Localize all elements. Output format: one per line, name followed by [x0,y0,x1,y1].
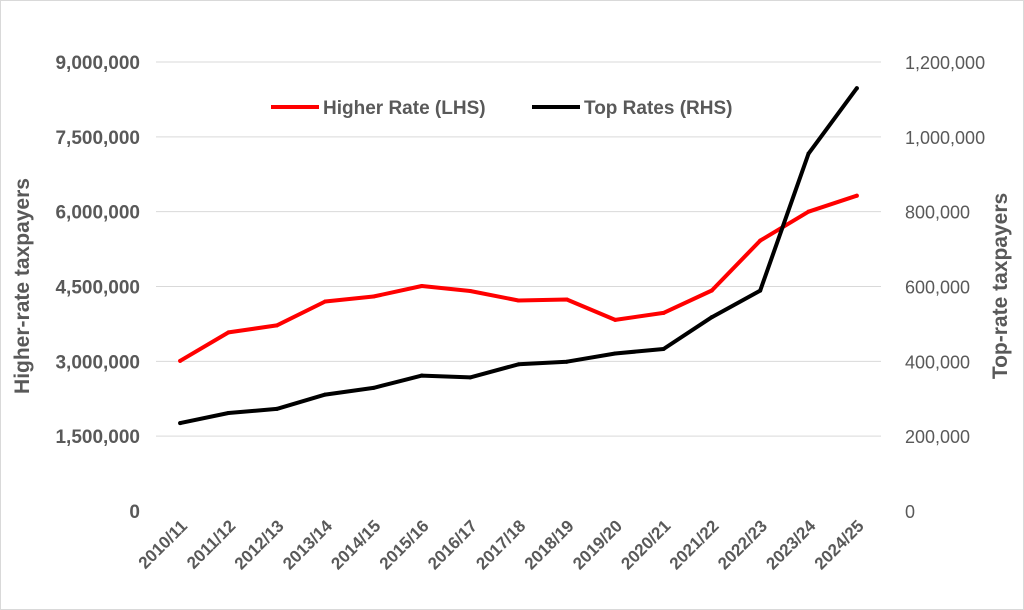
left-tick-label: 0 [129,502,140,523]
higher-rate-point [178,358,183,363]
left-tick-label: 6,000,000 [55,203,140,224]
higher-rate-point [661,310,666,315]
top-rates-point [613,351,618,356]
top-rates-point [226,410,231,415]
right-axis-title: Top-rate taxpayers [989,193,1012,379]
right-tick-label: 800,000 [905,203,970,223]
top-rates-point [516,362,521,367]
right-tick-label: 400,000 [905,352,970,372]
higher-rate-point [516,298,521,303]
left-tick-label: 7,500,000 [55,128,140,149]
x-tick-label: 2014/15 [327,516,384,573]
right-tick-label: 1,200,000 [905,53,985,73]
higher-rate-point [419,284,424,289]
higher-rate-point [371,294,376,299]
higher-rate-point [274,323,279,328]
legend: Higher Rate (LHS) Top Rates (RHS) [271,98,732,119]
right-tick-label: 0 [905,502,915,522]
x-tick-label: 2017/18 [472,516,529,573]
left-tick-label: 3,000,000 [55,352,140,373]
top-rates-point [564,359,569,364]
left-tick-label: 9,000,000 [55,53,140,74]
top-rates-point [661,346,666,351]
x-tick-label: 2018/19 [521,516,578,573]
x-tick-label: 2022/23 [714,516,771,573]
top-rates-point [854,86,859,91]
series-line-higher-rate [178,193,859,363]
higher-rate-point [709,288,714,293]
right-tick-label: 600,000 [905,278,970,298]
higher-rate-point [806,209,811,214]
x-tick-label: 2021/22 [666,516,723,573]
top-rates-point [323,392,328,397]
right-tick-label: 1,000,000 [905,128,985,148]
x-tick-label: 2013/14 [279,516,336,573]
higher-rate-point [226,330,231,335]
higher-rate-point [758,238,763,243]
series-line-top-rates [178,86,859,426]
higher-rate-point [564,297,569,302]
legend-label-top-rates: Top Rates (RHS) [584,98,732,119]
x-tick-label: 2016/17 [424,516,481,573]
gridlines [156,61,881,437]
series-lines [178,86,859,426]
top-rates-point [178,421,183,426]
top-rates-point [371,385,376,390]
higher-rate-point [854,193,859,198]
top-rates-point [274,406,279,411]
x-tick-label: 2011/12 [183,516,239,572]
x-tick-label: 2015/16 [376,516,433,573]
right-tick-label: 200,000 [905,427,970,447]
top-rates-point [758,288,763,293]
left-tick-label: 1,500,000 [55,427,140,448]
x-axis-ticks: 2010/112011/122012/132013/142014/152015/… [135,516,868,573]
x-tick-label: 2023/24 [762,516,819,573]
top-rates-point [419,373,424,378]
legend-label-higher-rate: Higher Rate (LHS) [323,98,486,119]
left-axis-title: Higher-rate taxpayers [11,178,34,394]
left-tick-label: 4,500,000 [55,278,140,299]
top-rates-point [468,375,473,380]
x-tick-label: 2019/20 [569,516,626,573]
left-axis-ticks: 0 1,500,000 3,000,000 4,500,000 6,000,000 7,5… [55,53,140,523]
x-tick-label: 2020/21 [617,516,674,573]
right-axis-ticks: 0 200,000 400,000 600,000 800,000 1,000,000 1,… [905,53,985,522]
higher-rate-point [468,288,473,293]
higher-rate-point [613,317,618,322]
x-tick-label: 2012/13 [231,516,288,573]
top-rates-point [709,315,714,320]
x-tick-label: 2024/25 [811,516,868,573]
top-rates-point [806,151,811,156]
higher-rate-point [323,299,328,304]
x-tick-label: 2010/11 [135,516,191,572]
